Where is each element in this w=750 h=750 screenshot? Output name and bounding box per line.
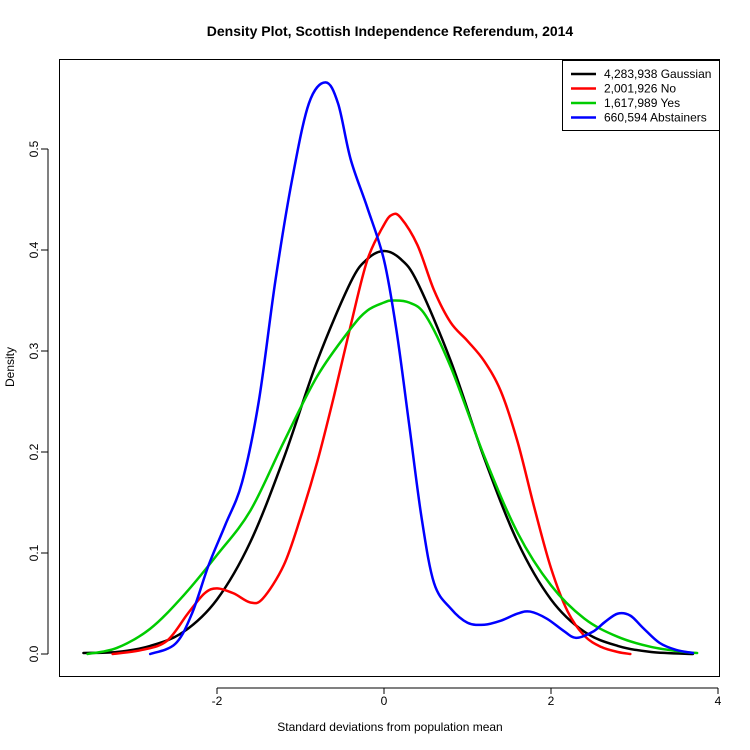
y-axis: 0.0 0.1 0.2 0.3 0.4 0.5: [27, 140, 49, 662]
y-tick-label: 0.3: [27, 342, 41, 359]
chart-title: Density Plot, Scottish Independence Refe…: [207, 23, 574, 39]
series-layer: [82, 81, 699, 656]
series-gaussian-line: [82, 249, 695, 656]
series-yes-line: [86, 299, 699, 656]
legend-label: 2,001,926 No: [604, 82, 676, 96]
x-axis: -2 0 2 4: [212, 687, 722, 708]
legend-label: 1,617,989 Yes: [604, 96, 680, 110]
plot-frame: [59, 59, 720, 677]
series-no-line: [111, 212, 632, 656]
y-tick-label: 0.0: [27, 645, 41, 662]
series-abstainers-line: [148, 81, 695, 656]
legend-label: 660,594 Abstainers: [604, 111, 707, 125]
y-tick-label: 0.2: [27, 443, 41, 460]
y-tick-label: 0.5: [27, 140, 41, 157]
y-tick-label: 0.4: [27, 241, 41, 258]
x-tick-label: -2: [212, 694, 223, 708]
x-tick-label: 2: [548, 694, 555, 708]
x-axis-label: Standard deviations from population mean: [277, 720, 502, 734]
x-tick-label: 4: [715, 694, 722, 708]
x-tick-label: 0: [381, 694, 388, 708]
y-tick-label: 0.1: [27, 544, 41, 561]
legend-label: 4,283,938 Gaussian: [604, 67, 711, 81]
legend-box: [562, 60, 720, 131]
y-axis-label: Density: [3, 347, 17, 387]
